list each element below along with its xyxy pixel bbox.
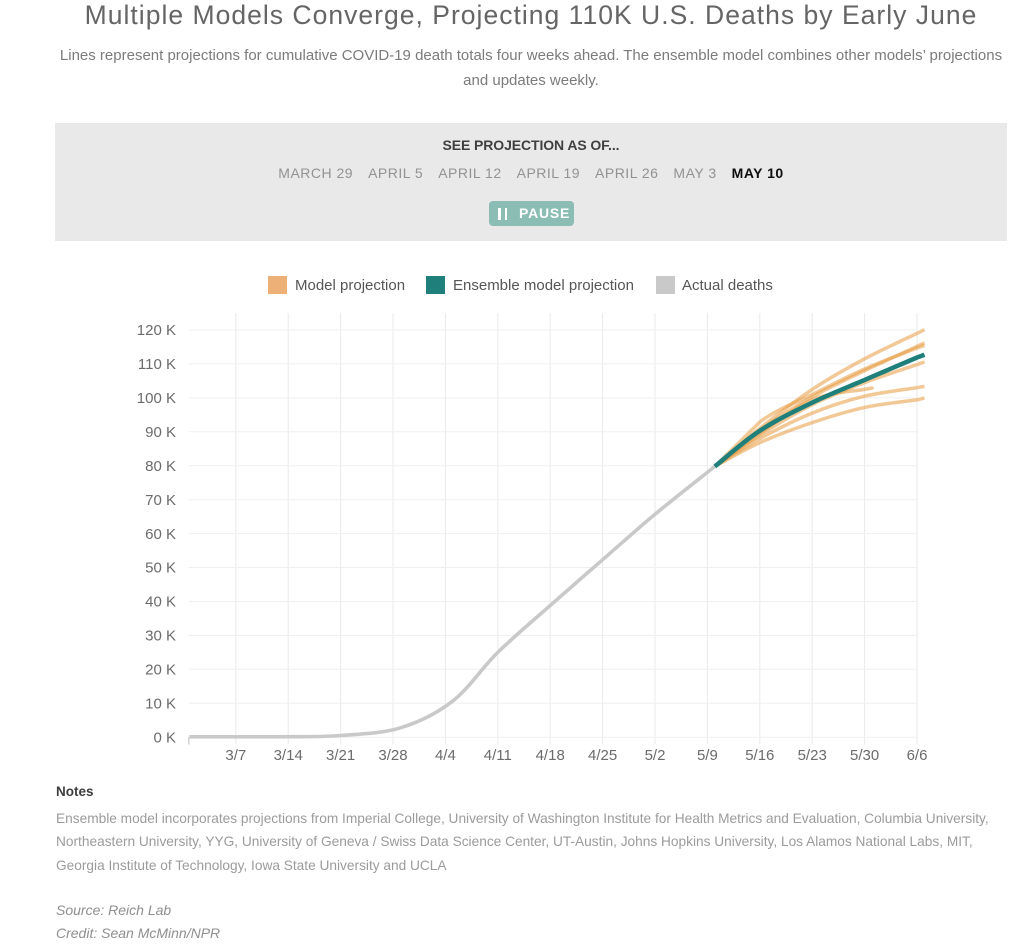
- svg-text:5/9: 5/9: [697, 747, 718, 764]
- svg-text:40 K: 40 K: [145, 594, 176, 611]
- svg-text:5/30: 5/30: [850, 747, 879, 764]
- svg-text:70 K: 70 K: [145, 492, 176, 509]
- svg-text:30 K: 30 K: [145, 628, 176, 645]
- svg-text:3/28: 3/28: [378, 747, 407, 764]
- svg-text:4/11: 4/11: [484, 747, 512, 764]
- svg-text:4/18: 4/18: [536, 747, 565, 764]
- svg-text:0 K: 0 K: [153, 729, 176, 746]
- svg-text:3/14: 3/14: [274, 747, 303, 764]
- svg-text:10 K: 10 K: [145, 696, 176, 713]
- svg-text:4/4: 4/4: [435, 747, 456, 764]
- svg-text:3/21: 3/21: [326, 747, 355, 764]
- svg-text:3/7: 3/7: [225, 747, 246, 764]
- svg-text:4/25: 4/25: [588, 747, 617, 764]
- svg-text:20 K: 20 K: [145, 662, 176, 679]
- svg-text:60 K: 60 K: [145, 526, 176, 543]
- svg-text:5/23: 5/23: [798, 747, 827, 764]
- svg-text:5/16: 5/16: [745, 747, 774, 764]
- svg-text:120 K: 120 K: [137, 322, 176, 339]
- svg-text:6/6: 6/6: [907, 747, 928, 764]
- svg-text:90 K: 90 K: [145, 424, 176, 441]
- svg-text:50 K: 50 K: [145, 560, 176, 577]
- svg-text:110 K: 110 K: [138, 356, 176, 373]
- svg-text:80 K: 80 K: [145, 458, 176, 475]
- svg-text:100 K: 100 K: [137, 390, 176, 407]
- svg-text:5/2: 5/2: [645, 747, 666, 764]
